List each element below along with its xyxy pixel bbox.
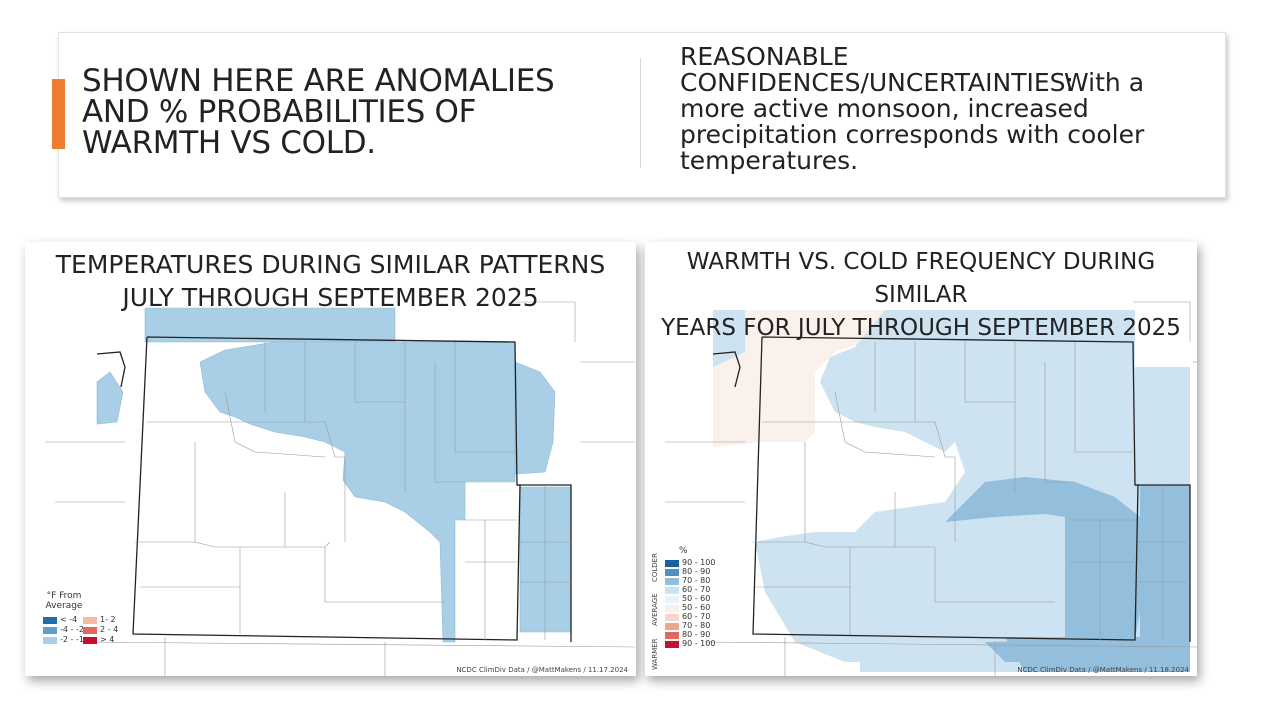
legend-label: 60 - 70 [682, 585, 711, 594]
right-map-credit: NCDC ClimDiv Data / @MattMakens / 11.18.… [1017, 666, 1189, 674]
legend-swatch [43, 626, 57, 634]
accent-bar [52, 79, 65, 149]
legend-swatch [83, 616, 97, 624]
state-borders [96, 336, 572, 642]
main-heading: SHOWN HERE ARE ANOMALIES AND % PROBABILI… [82, 63, 555, 161]
legend-item: 80 - 90 [665, 631, 715, 639]
legend-colder-label: COLDER [651, 553, 659, 582]
right-legend: 90 - 100 80 - 90 70 - 80 60 - 70 50 - 60… [665, 559, 715, 648]
county-lines [665, 301, 1197, 676]
legend-label: > 4 [100, 635, 115, 644]
legend-item: 60 - 70 [665, 613, 715, 621]
legend-item: 2 - 4 [83, 626, 118, 634]
legend-item: 90 - 100 [665, 559, 715, 567]
legend-swatch [665, 613, 679, 621]
legend-label: 70 - 80 [682, 621, 711, 630]
legend-swatch [83, 626, 97, 634]
legend-item: 80 - 90 [665, 568, 715, 576]
legend-average-label: AVERAGE [651, 593, 659, 626]
right-legend-title: % [679, 546, 688, 556]
header-card [58, 32, 1226, 198]
legend-item: < -4 [43, 616, 84, 624]
legend-item: 50 - 60 [665, 595, 715, 603]
confidence-body: With a more active monsoon, increased pr… [680, 68, 1145, 175]
legend-label: -2 - -1 [60, 635, 84, 644]
legend-item: 1- 2 [83, 616, 118, 624]
legend-item: 50 - 60 [665, 604, 715, 612]
legend-label: -4 - -2 [60, 625, 84, 634]
county-lines [45, 301, 636, 676]
state-borders [712, 336, 1191, 642]
frequency-shading [713, 310, 1190, 672]
frequency-panel: WARMTH VS. COLD FREQUENCY DURING SIMILAR… [645, 242, 1197, 676]
legend-swatch [43, 636, 57, 644]
legend-swatch [665, 622, 679, 630]
left-map-credit: NCDC ClimDiv Data / @MattMakens / 11.17.… [456, 666, 628, 674]
legend-label: 80 - 90 [682, 567, 711, 576]
temperature-anomaly-map [45, 301, 636, 676]
legend-item: 70 - 80 [665, 577, 715, 585]
cold-anomaly-shading [96, 307, 572, 643]
confidence-text: REASONABLE CONFIDENCES/UNCERTAINTIES: Wi… [680, 42, 1200, 174]
legend-swatch [43, 616, 57, 624]
legend-swatch [665, 640, 679, 648]
legend-item: 90 - 100 [665, 640, 715, 648]
legend-item: -2 - -1 [43, 636, 84, 644]
legend-label: 50 - 60 [682, 594, 711, 603]
right-map-title: WARMTH VS. COLD FREQUENCY DURING SIMILAR… [661, 249, 1181, 341]
legend-label: 60 - 70 [682, 612, 711, 621]
legend-swatch [665, 586, 679, 594]
legend-label: 70 - 80 [682, 576, 711, 585]
legend-item: > 4 [83, 636, 118, 644]
warmth-cold-frequency-map [665, 301, 1197, 676]
legend-swatch [665, 604, 679, 612]
legend-swatch [665, 559, 679, 567]
left-map-title: TEMPERATURES DURING SIMILAR PATTERNS JUL… [55, 250, 606, 312]
legend-swatch [665, 577, 679, 585]
temperature-anomaly-panel: TEMPERATURES DURING SIMILAR PATTERNS JUL… [25, 242, 636, 676]
legend-label: 1- 2 [100, 615, 116, 624]
legend-swatch [665, 631, 679, 639]
header-divider [640, 58, 641, 168]
legend-swatch [665, 568, 679, 576]
legend-item: 60 - 70 [665, 586, 715, 594]
confidence-title: REASONABLE CONFIDENCES/UNCERTAINTIES: [680, 42, 1074, 97]
legend-label: 50 - 60 [682, 603, 711, 612]
legend-label: 90 - 100 [682, 558, 716, 567]
legend-item: -4 - -2 [43, 626, 84, 634]
left-legend-warm: 1- 2 2 - 4 > 4 [83, 616, 118, 644]
legend-warmer-label: WARMER [651, 638, 659, 670]
left-legend-title: °F From Average [45, 591, 83, 611]
legend-label: 2 - 4 [100, 625, 119, 634]
legend-swatch [83, 636, 97, 644]
legend-swatch [665, 595, 679, 603]
legend-label: 80 - 90 [682, 630, 711, 639]
legend-label: 90 - 100 [682, 639, 716, 648]
legend-label: < -4 [60, 615, 78, 624]
left-legend-cold: < -4 -4 - -2 -2 - -1 [43, 616, 84, 644]
legend-item: 70 - 80 [665, 622, 715, 630]
